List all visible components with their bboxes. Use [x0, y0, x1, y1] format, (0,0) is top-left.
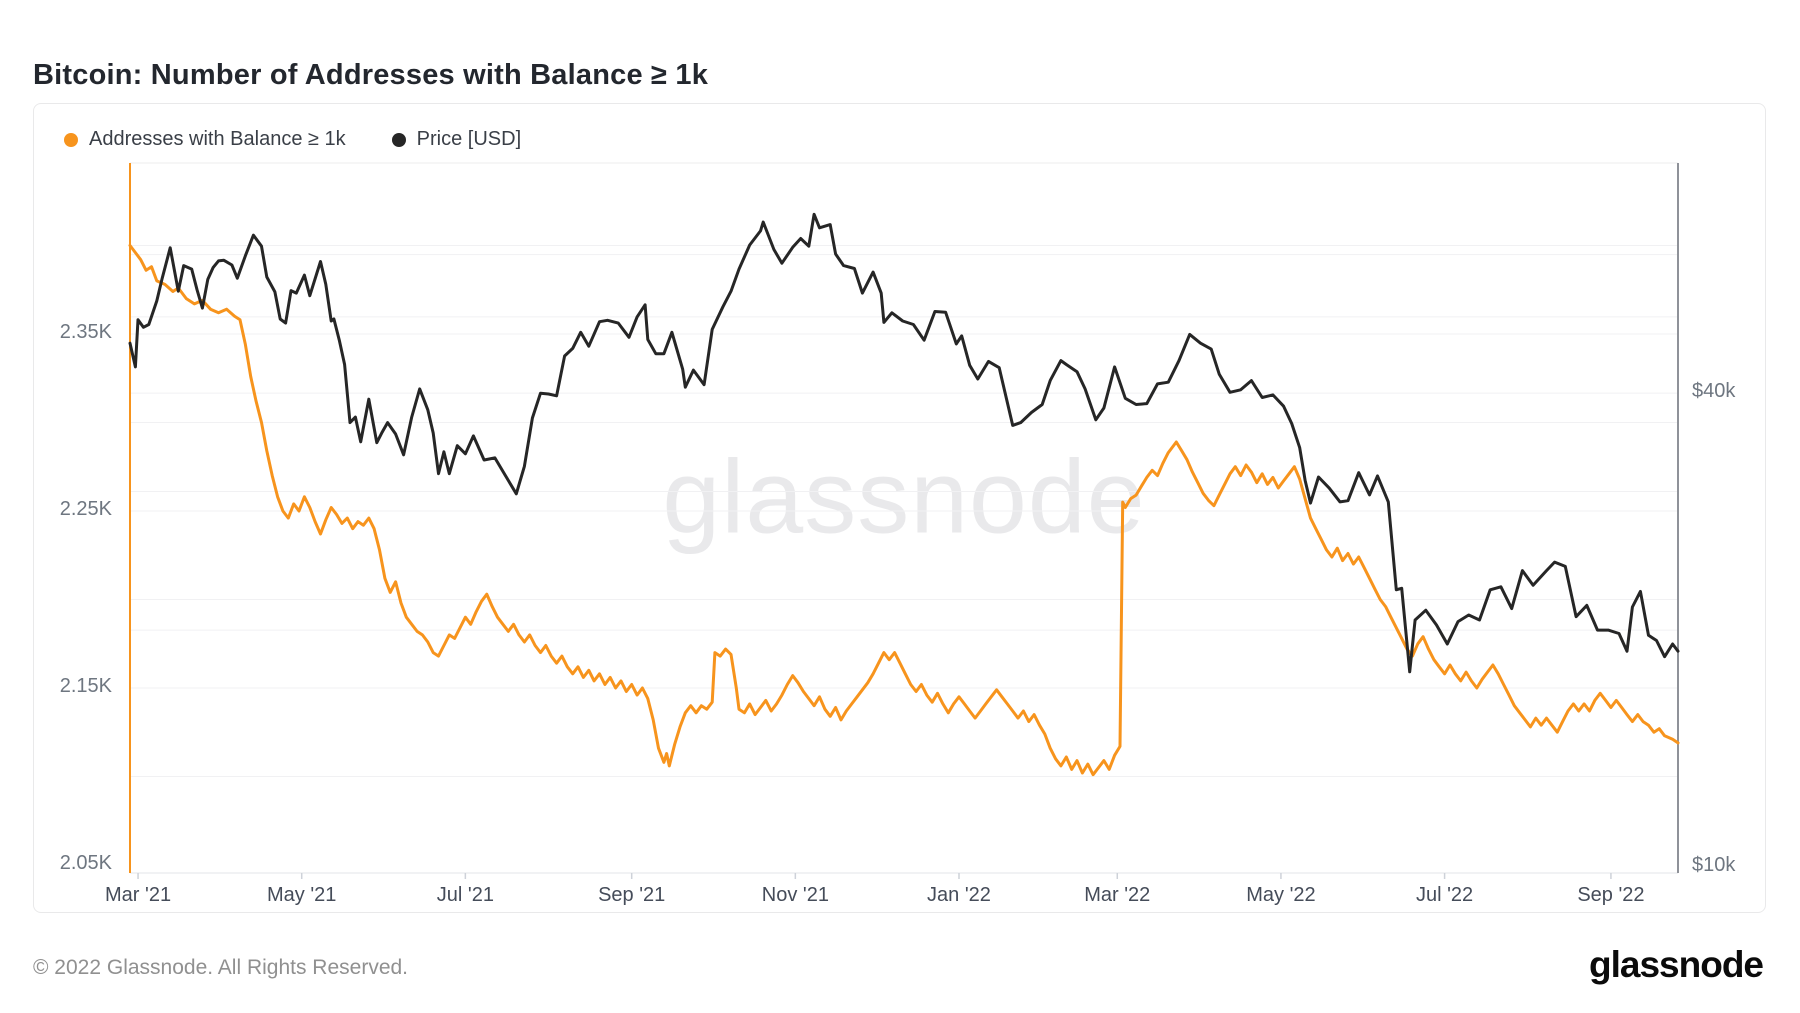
y-right-tick-label: $10k — [1692, 854, 1736, 876]
glassnode-watermark: glassnode — [662, 439, 1146, 556]
legend-label-addresses: Addresses with Balance ≥ 1k — [89, 128, 346, 150]
y-right-tick-label: $40k — [1692, 380, 1736, 403]
chart-card — [33, 103, 1766, 913]
series-line-price — [128, 212, 1680, 674]
x-tick-label: Mar '22 — [1084, 884, 1151, 906]
page-title: Bitcoin: Number of Addresses with Balanc… — [33, 59, 709, 92]
legend-item-price[interactable]: Price [USD] — [391, 128, 522, 151]
x-tick-label: Sep '21 — [598, 884, 666, 906]
x-tick-label: Jan '22 — [927, 884, 991, 906]
x-tick-label: Mar '21 — [105, 884, 172, 906]
price-series-dot-icon — [391, 132, 406, 147]
y-left-tick-label: 2.05K — [59, 852, 112, 874]
legend-label-price: Price [USD] — [416, 128, 522, 150]
x-tick-label: Jul '21 — [436, 884, 494, 906]
y-left-tick-label: 2.35K — [59, 321, 112, 343]
y-left-tick-label: 2.15K — [59, 675, 112, 697]
copyright-text: © 2022 Glassnode. All Rights Reserved. — [33, 956, 409, 979]
y-left-tick-label: 2.25K — [59, 498, 112, 520]
x-tick-label: Jul '22 — [1415, 884, 1474, 906]
glassnode-logo: glassnode — [1589, 944, 1764, 985]
legend-item-addresses[interactable]: Addresses with Balance ≥ 1k — [64, 128, 346, 151]
x-tick-label: May '22 — [1246, 884, 1316, 906]
x-tick-label: Nov '21 — [761, 884, 829, 906]
addresses-series-dot-icon — [64, 132, 78, 147]
chart-legend: Addresses with Balance ≥ 1k Price [USD] — [64, 128, 521, 151]
x-tick-label: May '21 — [266, 884, 337, 906]
series-line-addresses — [128, 244, 1680, 777]
x-tick-label: Sep '22 — [1577, 884, 1645, 906]
